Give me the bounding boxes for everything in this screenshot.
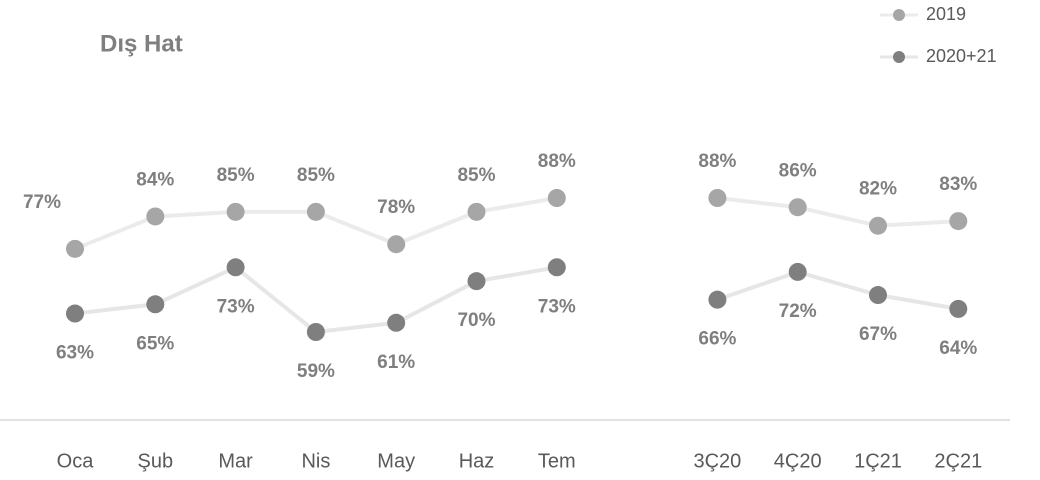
- point: [949, 299, 968, 318]
- data-label: 83%: [939, 174, 977, 195]
- data-label: 88%: [698, 151, 736, 172]
- x-tick-label: Tem: [538, 450, 576, 472]
- point: [708, 189, 727, 207]
- data-label: 85%: [217, 165, 255, 186]
- legend-label: 2020+21: [926, 46, 997, 66]
- point: [788, 198, 807, 217]
- x-tick-label: 3Ç20: [693, 450, 741, 472]
- data-label: 84%: [136, 169, 174, 190]
- series-line: [74, 264, 959, 335]
- point: [869, 216, 887, 235]
- data-label: 73%: [538, 296, 576, 317]
- point: [66, 239, 84, 258]
- point: [708, 290, 727, 309]
- data-label: 67%: [859, 324, 897, 345]
- point: [788, 262, 807, 281]
- point: [869, 286, 887, 305]
- data-label: 66%: [698, 329, 736, 350]
- data-label: 70%: [457, 310, 495, 331]
- data-label: 88%: [538, 151, 576, 172]
- data-label: 82%: [859, 179, 897, 200]
- legend-marker: [893, 9, 905, 21]
- x-tick-label: Oca: [57, 450, 95, 472]
- point: [146, 295, 165, 314]
- data-label: 72%: [779, 301, 817, 322]
- data-label: 73%: [217, 296, 255, 317]
- data-label: 77%: [23, 192, 61, 213]
- point: [226, 202, 245, 221]
- x-tick-label: Nis: [301, 450, 330, 472]
- point: [387, 313, 406, 332]
- data-label: 63%: [56, 343, 94, 364]
- x-tick-label: 1Ç21: [854, 450, 902, 472]
- point: [146, 207, 165, 226]
- data-label: 85%: [457, 165, 495, 186]
- data-label: 65%: [136, 333, 174, 354]
- point: [547, 258, 566, 277]
- point: [467, 202, 486, 221]
- legend-label: 2019: [926, 4, 966, 24]
- chart-title: Dış Hat: [100, 30, 183, 57]
- data-label: 78%: [377, 197, 415, 218]
- x-tick-label: May: [377, 450, 415, 472]
- x-tick-label: 4Ç20: [774, 450, 822, 472]
- data-label: 85%: [297, 165, 335, 186]
- point: [226, 258, 245, 277]
- data-label: 61%: [377, 352, 415, 373]
- x-tick-label: Haz: [459, 450, 495, 472]
- legend-marker: [893, 51, 905, 63]
- point: [66, 304, 84, 323]
- point: [306, 202, 325, 221]
- data-label: 86%: [779, 160, 817, 181]
- x-tick-label: 2Ç21: [934, 450, 982, 472]
- point: [467, 272, 486, 291]
- data-label: 64%: [939, 338, 977, 359]
- x-tick-label: Şub: [138, 450, 174, 472]
- series-line: [74, 196, 959, 251]
- point: [306, 323, 325, 341]
- point: [547, 189, 566, 207]
- data-label: 59%: [297, 361, 335, 382]
- point: [949, 212, 968, 231]
- point: [387, 235, 406, 254]
- x-tick-label: Mar: [218, 450, 253, 472]
